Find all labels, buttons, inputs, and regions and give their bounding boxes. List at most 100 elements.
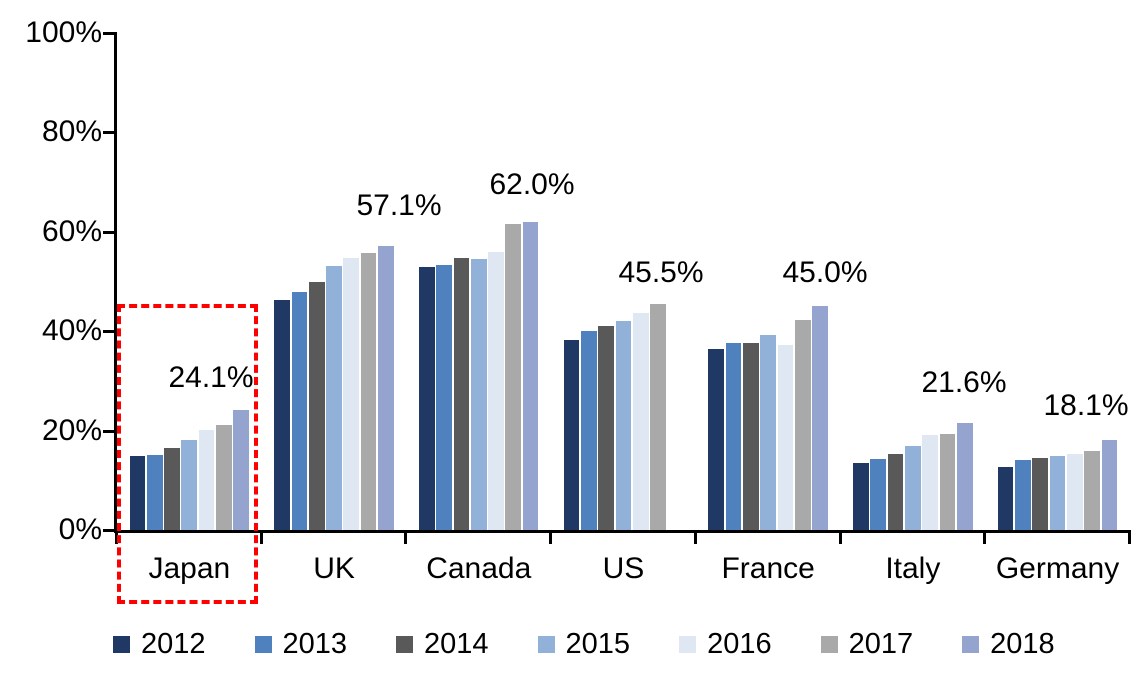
legend-label-2014: 2014 [424, 627, 489, 660]
y-axis-tick-label: 80% [41, 115, 102, 149]
bar-japan-2017 [216, 425, 232, 530]
data-label-us: 45.5% [618, 256, 704, 289]
legend-item-2015: 2015 [537, 626, 631, 662]
bar-canada-2015 [470, 258, 487, 530]
bar-germany-2018 [1101, 440, 1118, 530]
bar-uk-2017 [360, 252, 377, 530]
y-axis-tick [103, 131, 117, 135]
y-axis-tick-label: 60% [41, 214, 102, 248]
x-axis-category-label: Japan [148, 552, 231, 585]
legend-label-2016: 2016 [707, 627, 772, 660]
x-axis-category-label: Canada [426, 552, 532, 585]
bar-japan-2012 [129, 456, 146, 530]
legend-item-2017: 2017 [820, 626, 914, 662]
data-label-france: 45.0% [782, 256, 868, 289]
data-label-italy: 21.6% [921, 366, 1007, 399]
legend-swatch-2014 [396, 635, 414, 653]
x-axis-category-label: Germany [995, 552, 1120, 585]
bar-france-2017 [794, 320, 811, 530]
x-axis-category-label: UK [313, 552, 355, 585]
bar-germany-2015 [1049, 456, 1066, 530]
legend-item-2013: 2013 [254, 626, 348, 662]
bar-germany-2014 [1032, 458, 1049, 530]
bar-france-2014 [742, 342, 759, 530]
bar-japan-2013 [146, 455, 163, 530]
legend-label-2013: 2013 [282, 627, 348, 660]
y-axis-tick-label: 100% [25, 16, 102, 49]
bar-italy-2017 [939, 434, 956, 530]
bar-canada-2014 [453, 257, 470, 530]
bar-japan-2015 [181, 439, 198, 530]
legend-swatch-2015 [537, 635, 555, 653]
y-axis-tick-label: 20% [41, 413, 102, 447]
legend-item-2012: 2012 [113, 626, 206, 662]
bar-canada-2012 [418, 266, 435, 530]
y-axis-tick [103, 429, 117, 433]
y-axis-tick [103, 32, 117, 35]
bar-japan-2014 [164, 447, 180, 530]
x-axis-tick [404, 530, 408, 544]
y-axis-tick [103, 529, 117, 532]
data-label-japan: 24.1% [168, 361, 254, 394]
bar-uk-2018 [378, 246, 394, 530]
bar-germany-2012 [997, 467, 1014, 530]
bar-italy-2016 [922, 435, 938, 530]
bar-germany-2017 [1084, 450, 1100, 530]
y-axis-line [114, 33, 117, 533]
bar-france-2015 [760, 334, 776, 530]
bar-us-2012 [563, 340, 580, 530]
y-axis-tick-label: 40% [41, 314, 102, 348]
x-axis-tick [259, 530, 263, 544]
bar-italy-2013 [870, 459, 887, 530]
bar-canada-2013 [436, 265, 452, 530]
bar-uk-2015 [326, 265, 342, 530]
bar-france-2012 [708, 348, 725, 530]
bar-germany-2016 [1066, 454, 1083, 530]
y-axis-tick-label: 0% [58, 513, 102, 546]
x-axis-tick [1127, 530, 1131, 544]
chart-legend: 2012 2013 2014 2015 2016 2017 2018 [96, 626, 1055, 662]
bar-us-2015 [615, 320, 632, 530]
x-axis-category-label: US [602, 552, 645, 585]
legend-label-2012: 2012 [141, 627, 206, 660]
y-axis-tick [103, 230, 117, 234]
x-axis-tick [549, 530, 553, 544]
bar-france-2013 [725, 342, 742, 530]
legend-swatch-2012 [113, 635, 130, 653]
legend-label-2018: 2018 [990, 627, 1055, 660]
x-axis-category-label: France [721, 552, 815, 585]
bar-france-2016 [777, 344, 794, 530]
y-axis-tick [103, 330, 117, 334]
legend-swatch-2013 [254, 635, 272, 653]
bar-japan-2018 [233, 410, 250, 530]
bar-france-2018 [812, 306, 828, 530]
bar-us-2016 [632, 313, 649, 530]
data-label-uk: 57.1% [356, 189, 442, 222]
bar-italy-2015 [904, 446, 921, 530]
x-axis-tick [693, 530, 697, 544]
legend-item-2016: 2016 [679, 626, 772, 662]
x-axis-category-label: Italy [885, 552, 941, 585]
data-label-germany: 18.1% [1043, 389, 1129, 422]
bar-canada-2018 [522, 221, 539, 530]
x-axis-tick [115, 530, 118, 544]
bar-canada-2016 [488, 251, 504, 530]
data-label-canada: 62.0% [489, 168, 575, 201]
legend-item-2018: 2018 [962, 626, 1055, 662]
bar-uk-2014 [308, 282, 325, 530]
bar-uk-2012 [274, 299, 290, 530]
legend-label-2017: 2017 [848, 627, 914, 660]
legend-item-2014: 2014 [396, 626, 489, 662]
bar-germany-2013 [1015, 460, 1031, 530]
bar-us-2014 [598, 325, 614, 530]
highlight-box-japan [117, 304, 258, 604]
x-axis-tick [983, 530, 987, 544]
bar-canada-2017 [505, 224, 522, 530]
legend-label-2015: 2015 [565, 627, 631, 660]
x-axis-tick [838, 530, 842, 544]
bar-japan-2016 [198, 429, 215, 530]
x-axis-line [114, 530, 1131, 533]
legend-swatch-2016 [679, 635, 697, 653]
bar-italy-2012 [853, 463, 869, 530]
